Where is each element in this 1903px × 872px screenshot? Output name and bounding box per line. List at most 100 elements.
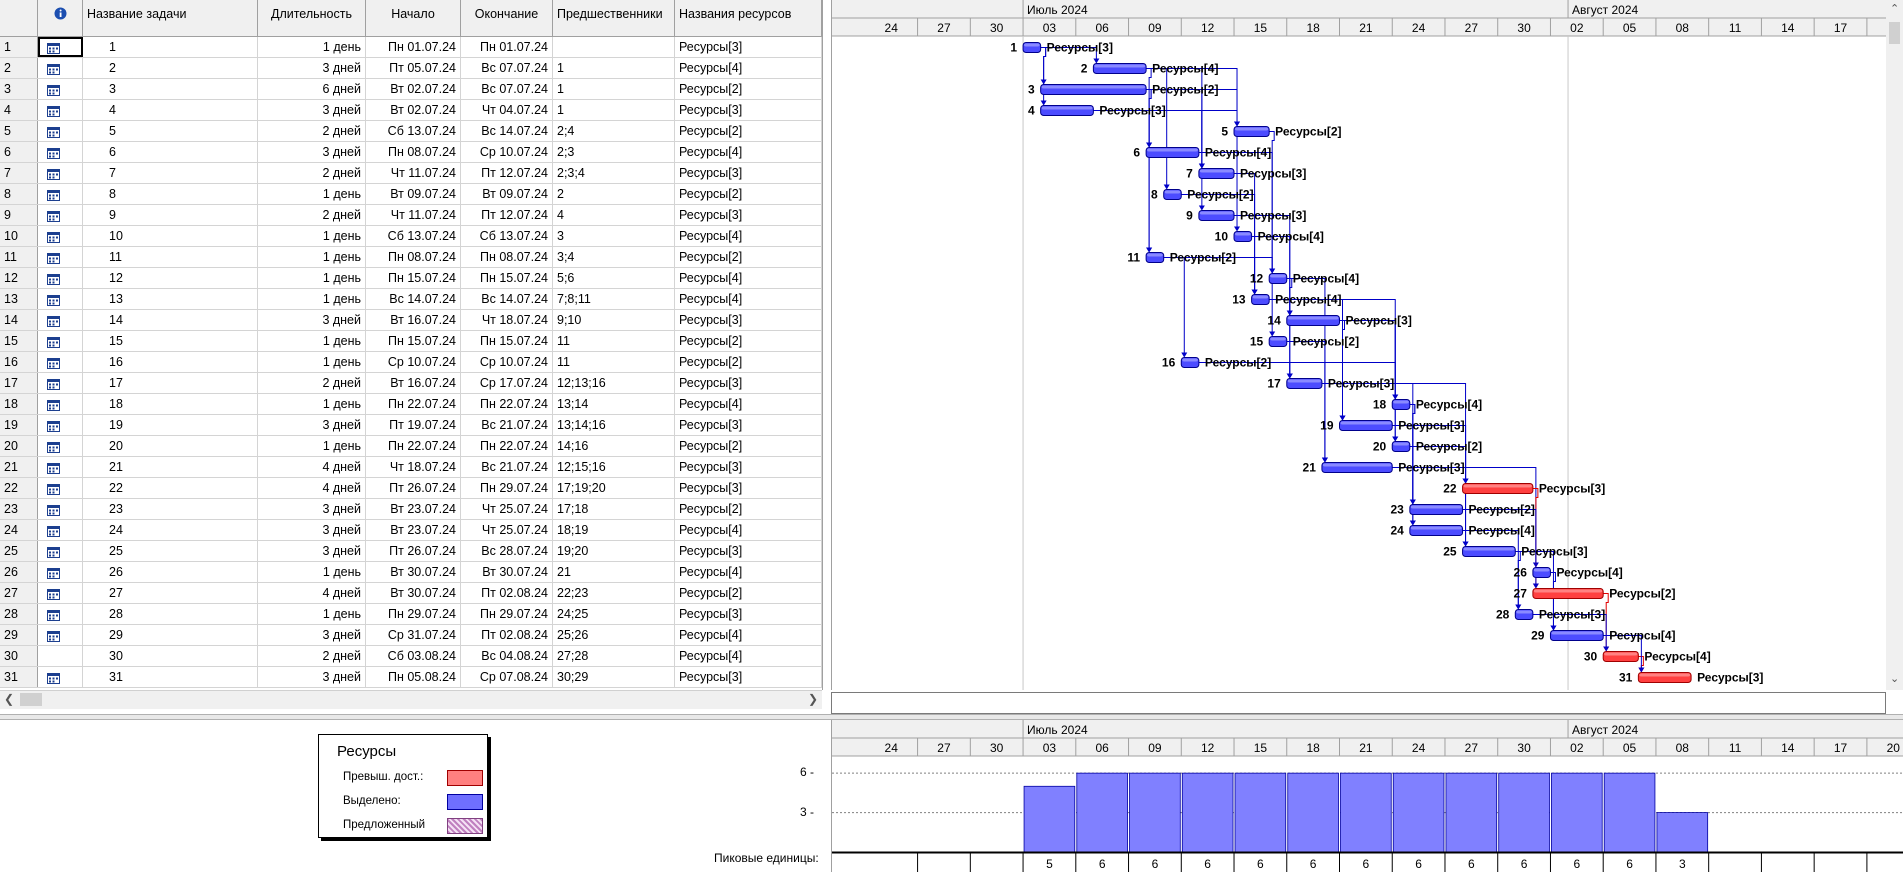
- task-name-cell[interactable]: 19: [83, 415, 258, 435]
- finish-cell[interactable]: Сб 13.07.24: [461, 226, 553, 246]
- start-cell[interactable]: Пн 22.07.24: [366, 436, 461, 456]
- row-number[interactable]: 6: [0, 142, 38, 162]
- view-splitter[interactable]: [0, 714, 1903, 720]
- finish-cell[interactable]: Вс 14.07.24: [461, 121, 553, 141]
- row-number[interactable]: 29: [0, 625, 38, 645]
- table-row[interactable]: 25 25 3 дней Пт 26.07.24 Вс 28.07.24 19;20 Рес…: [0, 541, 822, 562]
- task-bar[interactable]: [1092, 63, 1147, 74]
- predecessors-cell[interactable]: 11: [553, 352, 675, 372]
- task-name-cell[interactable]: 30: [83, 646, 258, 666]
- duration-cell[interactable]: 1 день: [258, 562, 366, 582]
- resources-cell[interactable]: Ресурсы[3]: [675, 37, 822, 57]
- predecessors-cell[interactable]: 2;4: [553, 121, 675, 141]
- start-cell[interactable]: Чт 18.07.24: [366, 457, 461, 477]
- row-number[interactable]: 31: [0, 667, 38, 687]
- start-cell[interactable]: Пн 08.07.24: [366, 142, 461, 162]
- finish-cell[interactable]: Пт 12.07.24: [461, 205, 553, 225]
- predecessors-cell[interactable]: 2;3: [553, 142, 675, 162]
- start-cell[interactable]: Пн 01.07.24: [366, 37, 461, 57]
- task-bar[interactable]: [1040, 84, 1147, 95]
- predecessors-cell[interactable]: [553, 37, 675, 57]
- resources-cell[interactable]: Ресурсы[2]: [675, 184, 822, 204]
- table-row[interactable]: 14 14 3 дней Вт 16.07.24 Чт 18.07.24 9;10 Ресу…: [0, 310, 822, 331]
- finish-cell[interactable]: Вс 14.07.24: [461, 289, 553, 309]
- resources-cell[interactable]: Ресурсы[3]: [675, 667, 822, 687]
- duration-cell[interactable]: 2 дней: [258, 205, 366, 225]
- predecessors-cell[interactable]: 1: [553, 58, 675, 78]
- task-bar[interactable]: [1145, 147, 1200, 158]
- task-bar[interactable]: [1532, 588, 1604, 599]
- row-number[interactable]: 28: [0, 604, 38, 624]
- table-row[interactable]: 12 12 1 день Пн 15.07.24 Пн 15.07.24 5;6 Ресур…: [0, 268, 822, 289]
- resources-cell[interactable]: Ресурсы[3]: [675, 457, 822, 477]
- task-bar[interactable]: [1409, 525, 1464, 536]
- predecessors-cell[interactable]: 2;3;4: [553, 163, 675, 183]
- table-row[interactable]: 27 27 4 дней Вт 30.07.24 Пт 02.08.24 22;23 Рес…: [0, 583, 822, 604]
- resources-cell[interactable]: Ресурсы[3]: [675, 541, 822, 561]
- duration-cell[interactable]: 1 день: [258, 37, 366, 57]
- resources-cell[interactable]: Ресурсы[2]: [675, 352, 822, 372]
- row-number[interactable]: 12: [0, 268, 38, 288]
- predecessors-cell[interactable]: 13;14;16: [553, 415, 675, 435]
- duration-cell[interactable]: 4 дней: [258, 478, 366, 498]
- table-row[interactable]: 26 26 1 день Вт 30.07.24 Вт 30.07.24 21 Ресурс…: [0, 562, 822, 583]
- resources-column-header[interactable]: Названия ресурсов: [675, 0, 822, 36]
- duration-cell[interactable]: 3 дней: [258, 58, 366, 78]
- duration-cell[interactable]: 3 дней: [258, 520, 366, 540]
- scroll-thumb[interactable]: [20, 693, 42, 706]
- resources-cell[interactable]: Ресурсы[3]: [675, 205, 822, 225]
- predecessors-cell[interactable]: 17;19;20: [553, 478, 675, 498]
- resources-cell[interactable]: Ресурсы[4]: [675, 646, 822, 666]
- predecessors-cell[interactable]: 22;23: [553, 583, 675, 603]
- resources-cell[interactable]: Ресурсы[3]: [675, 163, 822, 183]
- duration-cell[interactable]: 3 дней: [258, 541, 366, 561]
- task-name-cell[interactable]: 23: [83, 499, 258, 519]
- finish-cell[interactable]: Пн 29.07.24: [461, 478, 553, 498]
- table-row[interactable]: 16 16 1 день Ср 10.07.24 Ср 10.07.24 11 Ресурс…: [0, 352, 822, 373]
- task-name-cell[interactable]: 26: [83, 562, 258, 582]
- task-bar[interactable]: [1321, 462, 1393, 473]
- row-number[interactable]: 8: [0, 184, 38, 204]
- task-name-cell[interactable]: 11: [83, 247, 258, 267]
- predecessors-cell[interactable]: 3: [553, 226, 675, 246]
- row-number-header[interactable]: [0, 0, 38, 36]
- task-name-cell[interactable]: 15: [83, 331, 258, 351]
- predecessors-cell[interactable]: 30;29: [553, 667, 675, 687]
- row-number[interactable]: 2: [0, 58, 38, 78]
- predecessors-cell[interactable]: 1: [553, 100, 675, 120]
- task-bar[interactable]: [1163, 189, 1182, 200]
- duration-cell[interactable]: 3 дней: [258, 625, 366, 645]
- task-bar[interactable]: [1391, 399, 1411, 410]
- start-cell[interactable]: Пн 08.07.24: [366, 247, 461, 267]
- resources-cell[interactable]: Ресурсы[2]: [675, 436, 822, 456]
- finish-cell[interactable]: Пн 29.07.24: [461, 604, 553, 624]
- duration-cell[interactable]: 3 дней: [258, 310, 366, 330]
- table-row[interactable]: 22 22 4 дней Пт 26.07.24 Пн 29.07.24 17;19;20…: [0, 478, 822, 499]
- row-number[interactable]: 27: [0, 583, 38, 603]
- duration-cell[interactable]: 1 день: [258, 226, 366, 246]
- task-bar[interactable]: [1180, 357, 1200, 368]
- task-bar[interactable]: [1391, 441, 1411, 452]
- start-cell[interactable]: Ср 31.07.24: [366, 625, 461, 645]
- resources-cell[interactable]: Ресурсы[2]: [675, 499, 822, 519]
- predecessors-cell[interactable]: 4: [553, 205, 675, 225]
- predecessors-cell[interactable]: 11: [553, 331, 675, 351]
- finish-cell[interactable]: Чт 18.07.24: [461, 310, 553, 330]
- task-bar[interactable]: [1549, 630, 1604, 641]
- duration-cell[interactable]: 4 дней: [258, 457, 366, 477]
- task-bar[interactable]: [1040, 105, 1094, 116]
- row-number[interactable]: 3: [0, 79, 38, 99]
- resources-cell[interactable]: Ресурсы[2]: [675, 331, 822, 351]
- start-cell[interactable]: Пн 05.08.24: [366, 667, 461, 687]
- finish-cell[interactable]: Ср 10.07.24: [461, 352, 553, 372]
- resources-cell[interactable]: Ресурсы[3]: [675, 100, 822, 120]
- duration-cell[interactable]: 1 день: [258, 184, 366, 204]
- row-number[interactable]: 22: [0, 478, 38, 498]
- task-name-cell[interactable]: 21: [83, 457, 258, 477]
- start-cell[interactable]: Пн 22.07.24: [366, 394, 461, 414]
- row-number[interactable]: 23: [0, 499, 38, 519]
- task-name-cell[interactable]: 16: [83, 352, 258, 372]
- resources-cell[interactable]: Ресурсы[3]: [675, 478, 822, 498]
